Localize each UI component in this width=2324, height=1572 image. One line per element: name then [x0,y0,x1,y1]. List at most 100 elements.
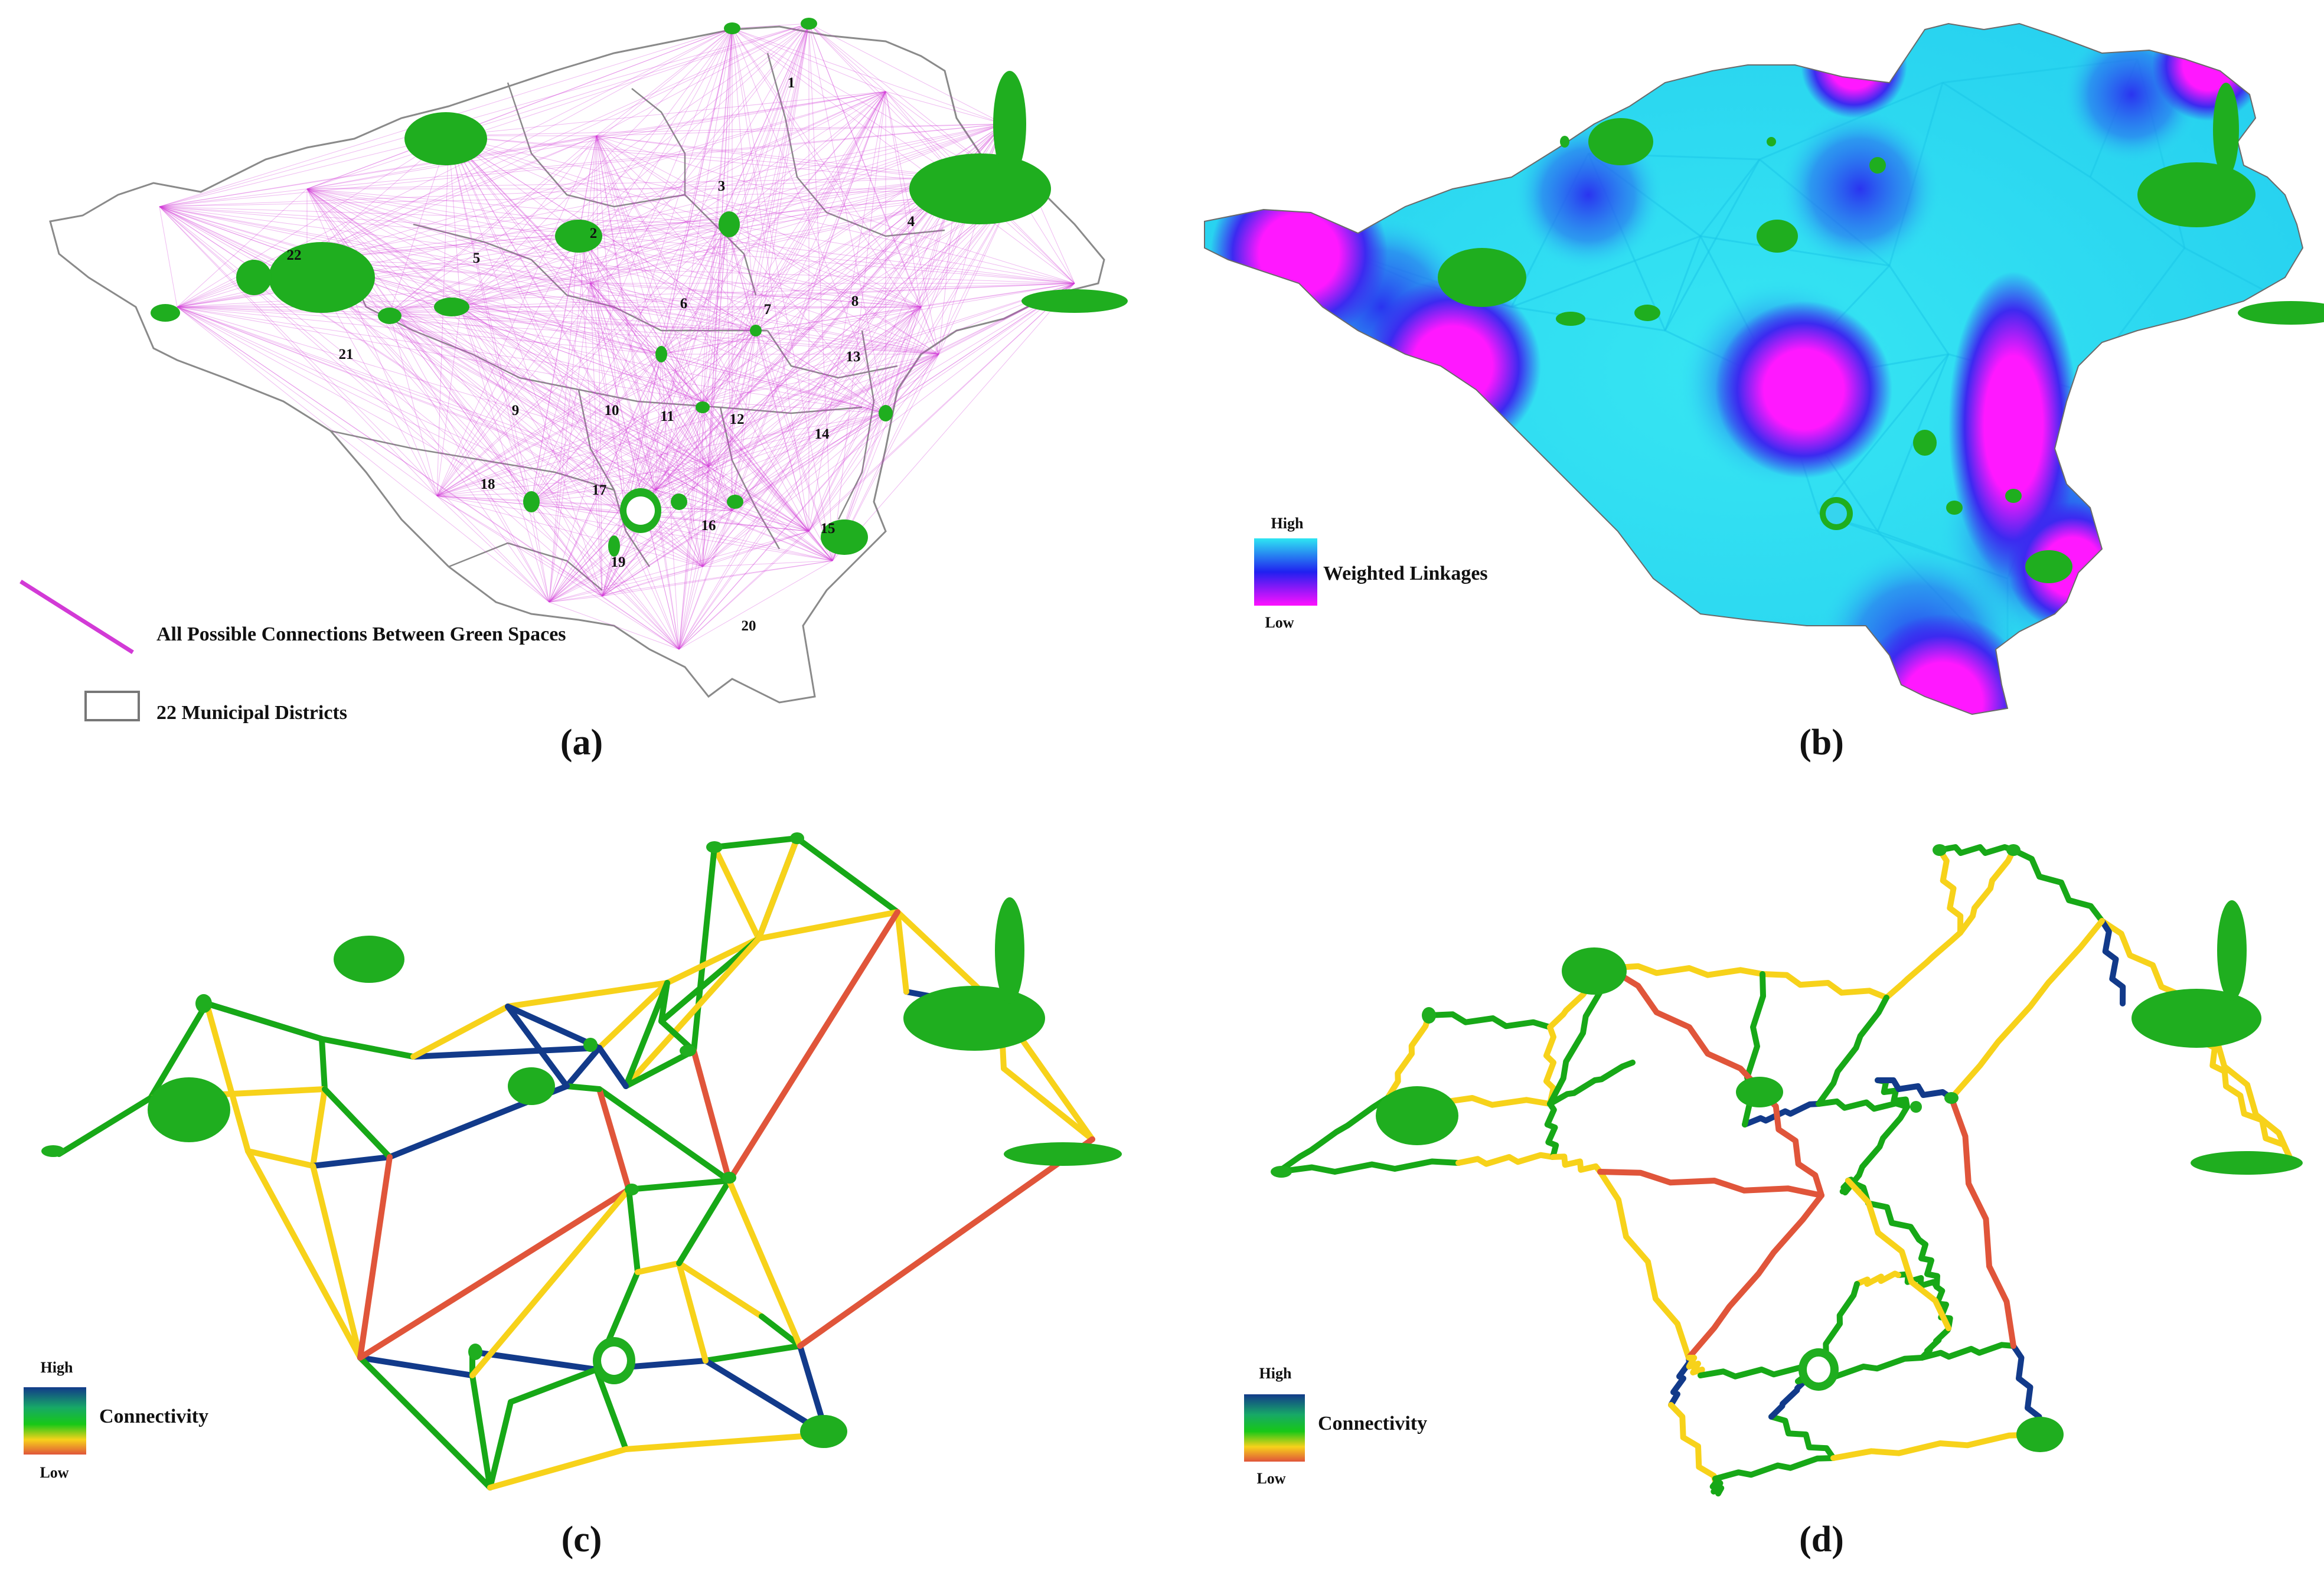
green-space [508,1067,555,1105]
corridor [248,1151,360,1358]
green-space [724,22,740,34]
green-space [404,112,487,165]
green-space [1021,289,1128,313]
green-space [41,1145,65,1157]
panel-c-legend: High Connectivity Low [24,1359,208,1481]
green-space [1562,947,1627,995]
corridor [1458,1155,1553,1164]
possible-connection [437,307,921,496]
corridor [413,1048,599,1057]
green-space [1438,248,1526,307]
green-space [1869,157,1886,174]
legend-c-high: High [41,1359,73,1376]
green-space [1588,118,1653,165]
green-space [1736,1077,1783,1107]
corridor [413,1006,508,1057]
possible-connection [159,177,957,207]
green-space [790,832,804,844]
possible-connection [809,24,1004,124]
green-space [879,405,893,421]
green-space [148,1077,230,1142]
green-space [269,242,375,313]
panel-d: High Connectivity Low (d) [1244,844,2303,1560]
possible-connection [449,136,549,602]
green-spaces-c [41,832,1122,1448]
corridor [714,847,759,939]
green-space [1946,501,1963,515]
green-space [195,994,212,1013]
possible-connection [596,28,732,136]
possible-connection [307,177,957,260]
corridor [2013,850,2102,921]
possible-connection [726,224,732,511]
green-space [378,308,402,324]
corridor [567,1086,599,1089]
possible-connection [449,136,602,596]
possible-connection [437,307,461,496]
possible-connection [726,224,886,413]
legend-b-high: High [1271,515,1304,532]
corridor [1762,1092,1822,1195]
legend-d-ramp [1244,1394,1305,1462]
green-space [727,495,743,509]
green-space [2137,162,2256,227]
green-space [655,346,667,362]
legend-b-title: Weighted Linkages [1323,563,1488,584]
possible-connection [159,136,449,207]
green-space [1376,1086,1458,1145]
corridor [313,1089,325,1166]
corridor [1689,1195,1822,1358]
corridor [207,1004,322,1039]
possible-connection [809,189,1016,531]
green-space [151,304,180,322]
green-space [1757,220,1798,253]
corridor [1819,998,1886,1104]
corridor [1951,921,2102,1098]
corridor [1940,847,2013,853]
possible-connection [177,307,437,496]
possible-connection [602,596,679,649]
legend-d-title: Connectivity [1318,1413,1427,1434]
green-space [1556,312,1585,326]
district-legend-swatch [86,692,139,720]
green-space [2238,301,2324,325]
corridor [1833,1434,2040,1458]
district-number: 22 [287,247,302,263]
corridor [1609,968,1762,1092]
corridor [1771,1417,1833,1458]
district-number: 13 [846,349,861,365]
green-space [706,841,723,853]
corridor [490,1449,626,1488]
panel-label-b: (b) [1799,723,1844,763]
panel-label-c: (c) [562,1519,602,1560]
green-space-ring-hole [601,1347,627,1375]
possible-connection [307,24,809,189]
legend-c-low: Low [40,1464,68,1481]
corridor [714,838,797,847]
green-space [1944,1092,1959,1104]
green-space [1634,305,1660,321]
corridor [1886,933,1960,998]
panel-label-a: (a) [560,723,603,763]
panel-d-legend: High Connectivity Low [1244,1365,1427,1487]
legend-d-high: High [1259,1365,1292,1382]
legend-b-low: Low [1265,614,1294,631]
corridor [1960,850,2013,933]
panel-label-d: (d) [1799,1519,1844,1560]
district-number: 20 [742,618,756,634]
corridor [1857,1274,1898,1285]
green-space [903,986,1045,1051]
corridor [360,1189,629,1358]
possible-connection [549,602,679,649]
green-space [2016,1417,2064,1452]
legend-c-ramp [24,1387,86,1455]
corridor [1609,966,1762,975]
corridor [629,1189,638,1272]
corridor [1715,1458,1833,1479]
district-number: 10 [605,403,619,419]
green-space [680,1045,696,1057]
corridor [679,1181,729,1263]
corridor [1548,1104,1556,1157]
corridor [1671,1405,1718,1493]
corridor [313,1157,390,1166]
